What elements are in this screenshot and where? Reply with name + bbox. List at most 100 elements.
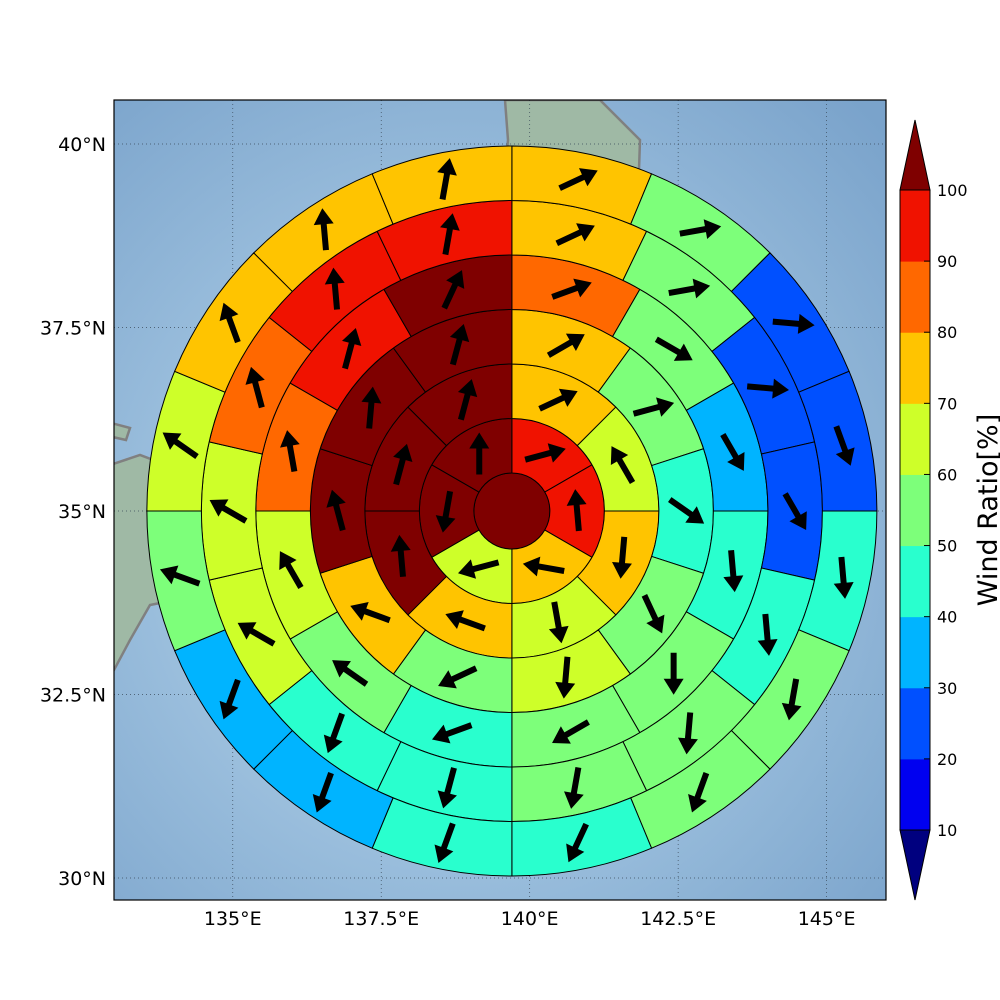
colorbar-bin: [900, 332, 930, 404]
wind-arrow: [781, 678, 802, 721]
wind-arrow: [326, 489, 346, 532]
wind-arrow: [564, 766, 584, 809]
wind-arrow: [431, 722, 473, 744]
colorbar-bin: [900, 687, 930, 760]
wind-arrow: [342, 328, 362, 370]
colorbar-bin: [900, 616, 930, 689]
wind-arrow: [437, 767, 457, 809]
latitude-tick-label: 32.5°N: [40, 684, 106, 706]
wind-direction-arrows: [159, 158, 855, 863]
wind-arrow: [435, 490, 456, 533]
colorbar-bin: [900, 474, 930, 547]
longitude-tick-label: 140°E: [501, 908, 559, 930]
latitude-tick-label: 35°N: [58, 501, 106, 523]
wind-arrow: [162, 432, 199, 460]
wind-arrow: [458, 559, 500, 579]
wind-arrow: [612, 536, 632, 579]
wind-arrow: [555, 223, 595, 247]
wind-arrow: [279, 551, 304, 590]
wind-arrow: [566, 489, 587, 532]
wind-arrow: [720, 432, 745, 471]
colorbar-tick-label: 10: [937, 821, 957, 840]
colorbar-tick-label: 30: [937, 679, 957, 698]
wind-arrow: [323, 712, 345, 754]
wind-arrow: [350, 601, 391, 624]
colorbar-bin: [900, 190, 930, 262]
landmass: [114, 422, 132, 442]
map-frame: [113, 99, 887, 901]
colorbar-bin: [900, 403, 930, 475]
wind-arrow: [663, 652, 684, 695]
colorbar-label: Wind Ratio[%]: [973, 414, 1000, 606]
colorbar-tick-label: 70: [937, 394, 957, 413]
wind-arrow: [688, 772, 710, 813]
longitude-ticks: 135°E 137.5°E 140°E 142.5°E 145°E: [204, 908, 856, 930]
wind-arrow: [209, 499, 248, 524]
wind-arrow: [437, 158, 457, 200]
latitude-tick-label: 30°N: [58, 868, 106, 890]
colorbar-frame: [899, 189, 931, 831]
wind-arrow: [555, 656, 576, 699]
wind-arrow: [313, 208, 334, 251]
wind-arrow: [393, 443, 413, 486]
wind-arrow: [772, 313, 815, 334]
wind-arrow: [361, 386, 382, 429]
longitude-tick-label: 145°E: [798, 908, 856, 930]
wind-arrow: [677, 712, 698, 755]
wind-arrow: [457, 379, 478, 421]
colorbar-bin: [900, 758, 930, 831]
wind-arrow: [469, 432, 490, 475]
colorbar-extend-min: [899, 829, 931, 901]
colorbar-bin: [900, 545, 930, 618]
wind-arrow: [245, 366, 265, 409]
wind-arrow: [440, 213, 460, 256]
map-plot-area: [114, 100, 886, 900]
wind-arrow: [546, 333, 585, 358]
wind-arrow: [723, 550, 744, 593]
colorbar-tick-label: 20: [937, 750, 957, 769]
wind-arrow: [438, 665, 478, 689]
wind-arrow: [632, 397, 675, 417]
wind-arrow: [434, 822, 456, 863]
colorbar-bin: [900, 261, 930, 333]
wind-arrow: [641, 594, 665, 634]
latitude-ticks: 30°N 32.5°N 35°N 37.5°N 40°N: [40, 134, 106, 890]
wind-arrow: [757, 613, 778, 656]
colorbar-tick-label: 40: [937, 608, 957, 627]
wind-arrow: [538, 388, 578, 412]
colorbar-extend-max: [899, 119, 931, 191]
ring-sector: [309, 448, 373, 574]
wind-arrow: [548, 601, 569, 644]
wind-arrow: [219, 678, 241, 720]
wind-arrow: [449, 324, 470, 366]
wind-arrow: [219, 302, 241, 344]
wind-arrow: [558, 168, 598, 191]
wind-arrow: [782, 492, 807, 531]
latitude-tick-label: 40°N: [58, 134, 106, 156]
longitude-tick-label: 135°E: [204, 908, 262, 930]
wind-arrow: [441, 270, 465, 310]
wind-arrow: [552, 719, 590, 744]
wind-arrow: [237, 622, 276, 647]
colorbar-tick-label: 100: [937, 181, 968, 200]
wind-arrow: [746, 378, 789, 399]
wind-arrow: [390, 534, 411, 578]
colorbar-tick-label: 50: [937, 537, 957, 556]
wind-arrow: [668, 278, 711, 299]
wind-ratio-sectors: [146, 145, 878, 877]
longitude-tick-label: 137.5°E: [343, 908, 419, 930]
wind-arrow: [679, 219, 722, 239]
longitude-tick-label: 142.5°E: [640, 908, 716, 930]
colorbar-tick-label: 90: [937, 252, 957, 271]
wind-arrow: [668, 497, 705, 524]
wind-arrow: [324, 267, 345, 310]
colorbar: 10 20 30 40 50 60 70 80 90 100: [899, 119, 968, 901]
wind-arrow: [654, 336, 693, 361]
wind-arrow: [332, 660, 369, 687]
wind-arrow: [833, 556, 854, 599]
wind-arrow: [610, 446, 636, 485]
colorbar-tick-label: 80: [937, 323, 957, 342]
wind-arrow: [280, 430, 300, 473]
colorbar-tick-label: 60: [937, 465, 957, 484]
